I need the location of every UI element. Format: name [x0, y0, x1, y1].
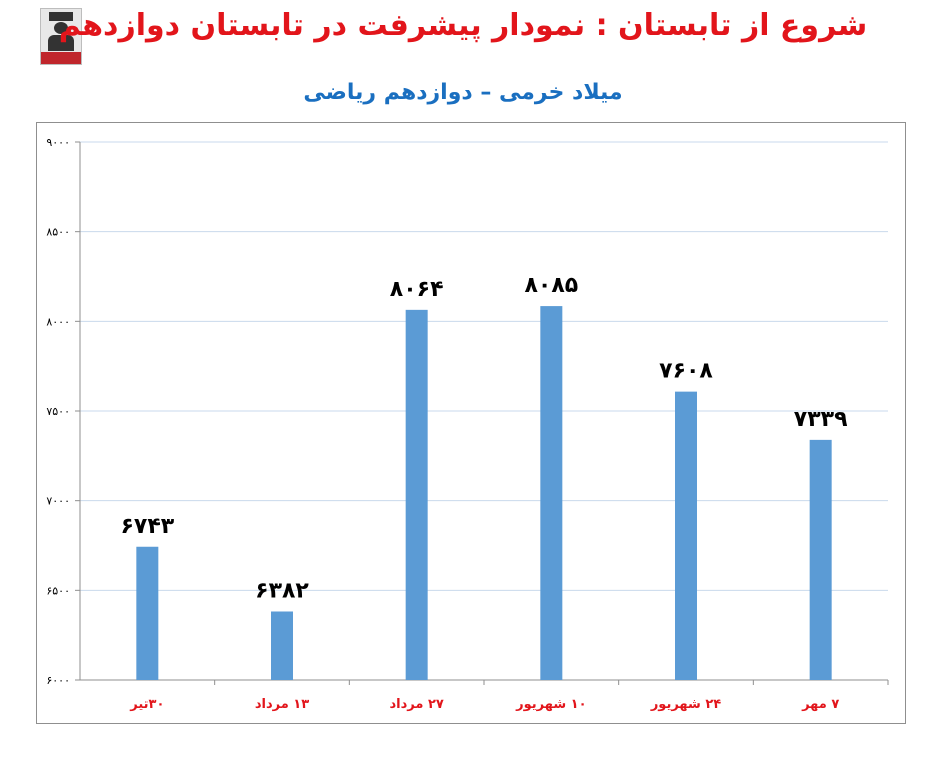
- logo: [40, 8, 82, 65]
- x-tick-label: ۷ مهر: [801, 697, 839, 712]
- bar: [405, 309, 428, 680]
- y-tick-label: ۸۵۰۰: [46, 226, 70, 239]
- x-tick-label: ۲۷ مرداد: [389, 697, 443, 712]
- bar: [540, 306, 563, 680]
- y-tick-label: ۷۰۰۰: [46, 495, 70, 508]
- data-label: ۷۶۰۸: [659, 359, 713, 384]
- bar: [136, 546, 159, 680]
- graduate-body-icon: [48, 35, 74, 51]
- bar: [675, 391, 697, 680]
- data-label: ۸۰۸۵: [524, 273, 578, 298]
- x-tick-label: ۱۳ مرداد: [255, 697, 309, 712]
- y-tick-label: ۹۰۰۰: [46, 136, 70, 149]
- graduate-cap-icon: [49, 12, 73, 21]
- logo-band: [41, 52, 81, 64]
- y-tick-label: ۷۵۰۰: [46, 405, 70, 418]
- data-label: ۸۰۶۴: [390, 277, 444, 302]
- bar: [271, 611, 293, 680]
- x-tick-label: ۳۰تیر: [129, 697, 164, 712]
- x-tick-label: ۲۴ شهریور: [650, 697, 721, 712]
- y-tick-label: ۶۵۰۰: [46, 584, 70, 597]
- x-tick-label: ۱۰ شهریور: [515, 697, 586, 712]
- graduate-head-icon: [54, 22, 68, 34]
- y-tick-label: ۶۰۰۰: [46, 674, 70, 687]
- data-label: ۶۷۴۳: [120, 514, 174, 539]
- data-label: ۷۳۳۹: [794, 407, 848, 432]
- chart-frame: [36, 122, 906, 724]
- bar: [809, 439, 832, 680]
- chart-title: شروع از تابستان : نمودار پیشرفت در تابست…: [58, 8, 868, 43]
- y-tick-label: ۸۰۰۰: [46, 315, 70, 328]
- data-label: ۶۳۸۲: [255, 578, 309, 603]
- chart-subtitle: میلاد خرمی – دوازدهم ریاضی: [303, 80, 623, 105]
